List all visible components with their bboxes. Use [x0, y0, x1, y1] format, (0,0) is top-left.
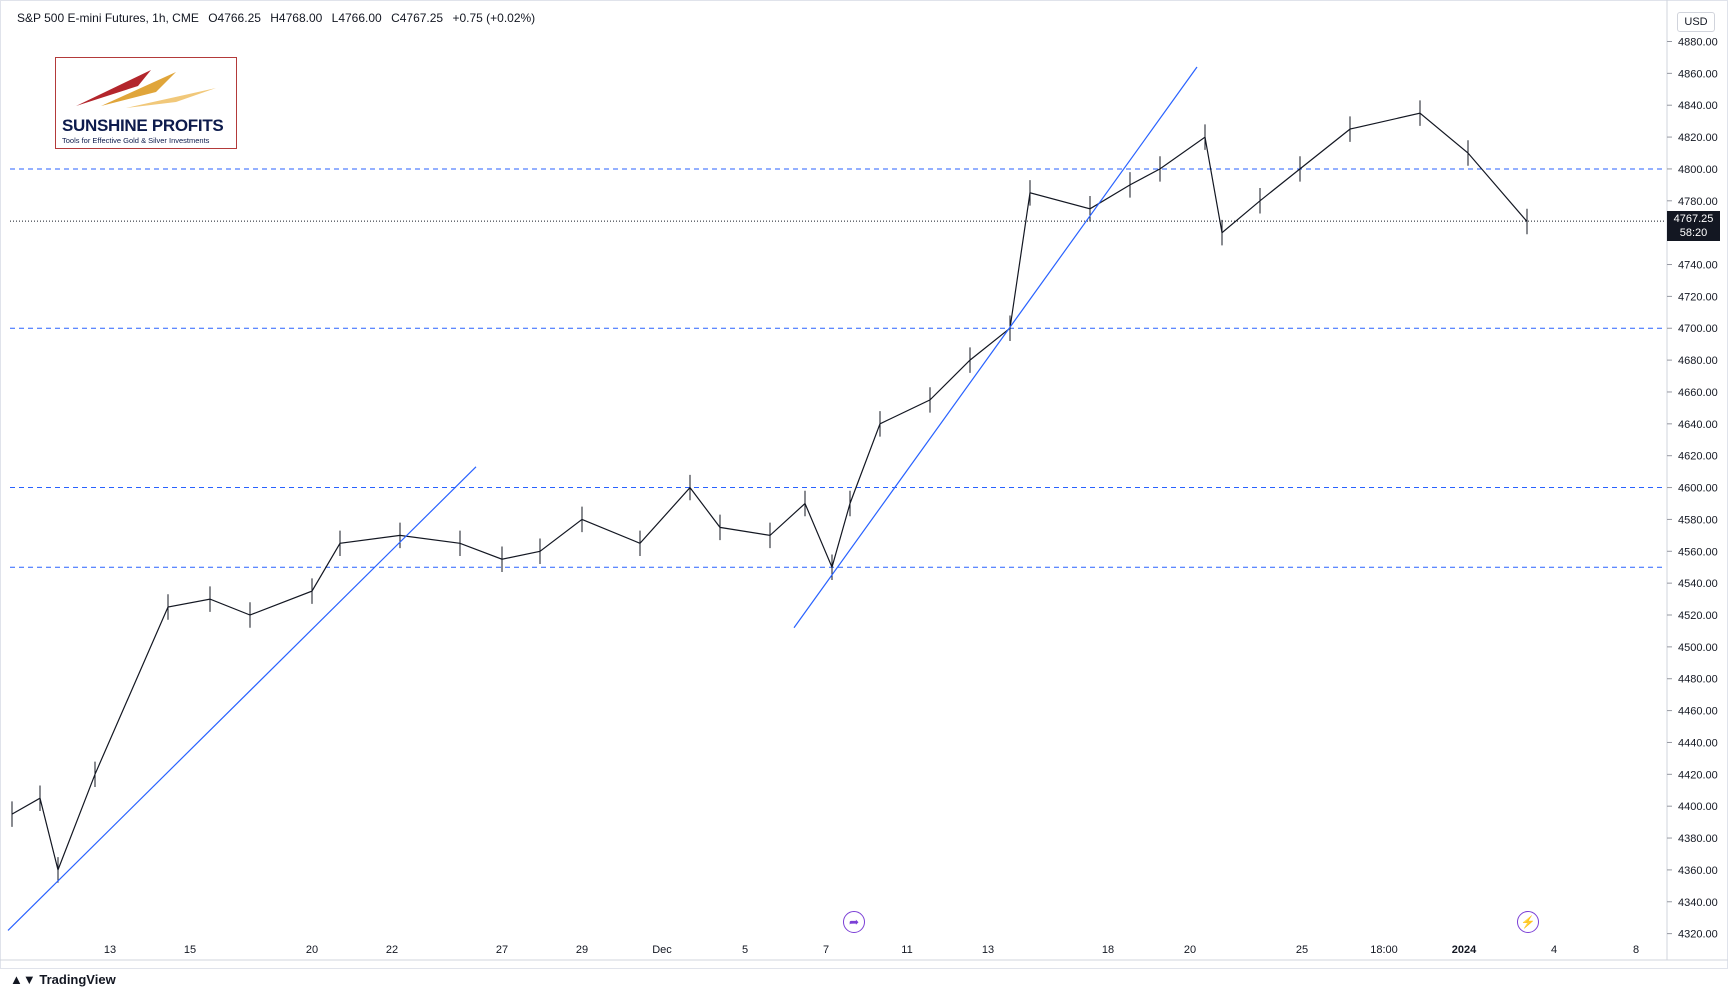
x-tick-label: 20: [1184, 944, 1196, 956]
sunshine-profits-logo: SUNSHINE PROFITS Tools for Effective Gol…: [55, 57, 237, 149]
y-tick-label: 4660.00: [1678, 387, 1718, 399]
price-series-line: [11, 112, 1528, 872]
x-tick-label: 2024: [1452, 944, 1477, 956]
x-tick-label: 15: [184, 944, 196, 956]
bar-countdown: 58:20: [1679, 227, 1708, 239]
x-tick-label: 4: [1551, 944, 1557, 956]
currency-button[interactable]: USD: [1677, 12, 1715, 32]
last-price-value: 4767.25: [1673, 213, 1714, 225]
y-tick-label: 4860.00: [1678, 68, 1718, 80]
x-tick-label: 27: [496, 944, 508, 956]
low-value: L4766.00: [331, 11, 382, 25]
x-tick-label: 13: [104, 944, 116, 956]
y-tick-label: 4340.00: [1678, 897, 1718, 909]
y-tick-label: 4740.00: [1678, 260, 1718, 272]
y-tick-label: 4600.00: [1678, 483, 1718, 495]
y-tick-label: 4560.00: [1678, 546, 1718, 558]
y-tick-label: 4500.00: [1678, 642, 1718, 654]
y-tick-label: 4540.00: [1678, 578, 1718, 590]
instrument-name[interactable]: S&P 500 E-mini Futures, 1h, CME: [17, 11, 199, 25]
y-tick-label: 4700.00: [1678, 323, 1718, 335]
y-tick-label: 4420.00: [1678, 769, 1718, 781]
y-tick-label: 4520.00: [1678, 610, 1718, 622]
x-tick-label: Dec: [652, 944, 672, 956]
open-value: O4766.25: [208, 11, 261, 25]
y-tick-label: 4480.00: [1678, 674, 1718, 686]
y-tick-label: 4400.00: [1678, 801, 1718, 813]
logo-swoosh-icon: [76, 70, 216, 108]
y-tick-label: 4820.00: [1678, 132, 1718, 144]
y-tick-label: 4800.00: [1678, 164, 1718, 176]
tradingview-logo-icon: ▲▼: [10, 972, 40, 987]
y-tick-label: 4380.00: [1678, 833, 1718, 845]
logo-brand: SUNSHINE PROFITS: [62, 116, 224, 135]
x-tick-label: 13: [982, 944, 994, 956]
x-tick-label: 5: [742, 944, 748, 956]
y-tick-label: 4320.00: [1678, 929, 1718, 941]
close-value: C4767.25: [391, 11, 444, 25]
x-tick-label: 7: [823, 944, 829, 956]
symbol-header: S&P 500 E-mini Futures, 1h, CME O4766.25…: [17, 11, 541, 25]
x-tick-label: 25: [1296, 944, 1308, 956]
y-tick-label: 4440.00: [1678, 737, 1718, 749]
tradingview-footer[interactable]: ▲▼ TradingView: [10, 972, 116, 987]
x-tick-label: 20: [306, 944, 318, 956]
y-tick-label: 4620.00: [1678, 451, 1718, 463]
y-tick-label: 4880.00: [1678, 36, 1718, 48]
y-tick-label: 4780.00: [1678, 196, 1718, 208]
trendline-1: [7, 466, 477, 931]
y-tick-label: 4680.00: [1678, 355, 1718, 367]
x-tick-label: 18: [1102, 944, 1114, 956]
y-tick-label: 4720.00: [1678, 291, 1718, 303]
lightning-icon[interactable]: ⚡: [1517, 911, 1539, 933]
x-tick-label: 29: [576, 944, 588, 956]
footer-brand: TradingView: [39, 972, 116, 987]
y-tick-label: 4840.00: [1678, 100, 1718, 112]
y-tick-label: 4640.00: [1678, 419, 1718, 431]
x-tick-label: 11: [901, 944, 912, 956]
last-price-label: 4767.25 58:20: [1667, 211, 1720, 241]
high-value: H4768.00: [270, 11, 323, 25]
change-value: +0.75 (+0.02%): [452, 11, 536, 25]
x-tick-label: 8: [1633, 944, 1639, 956]
y-tick-label: 4460.00: [1678, 706, 1718, 718]
x-tick-label: 22: [386, 944, 398, 956]
x-tick-label: 18:00: [1370, 944, 1398, 956]
replay-icon[interactable]: ➦: [843, 911, 865, 933]
y-tick-label: 4580.00: [1678, 514, 1718, 526]
y-tick-label: 4360.00: [1678, 865, 1718, 877]
trendline-2: [793, 66, 1198, 629]
logo-tagline: Tools for Effective Gold & Silver Invest…: [62, 136, 210, 145]
